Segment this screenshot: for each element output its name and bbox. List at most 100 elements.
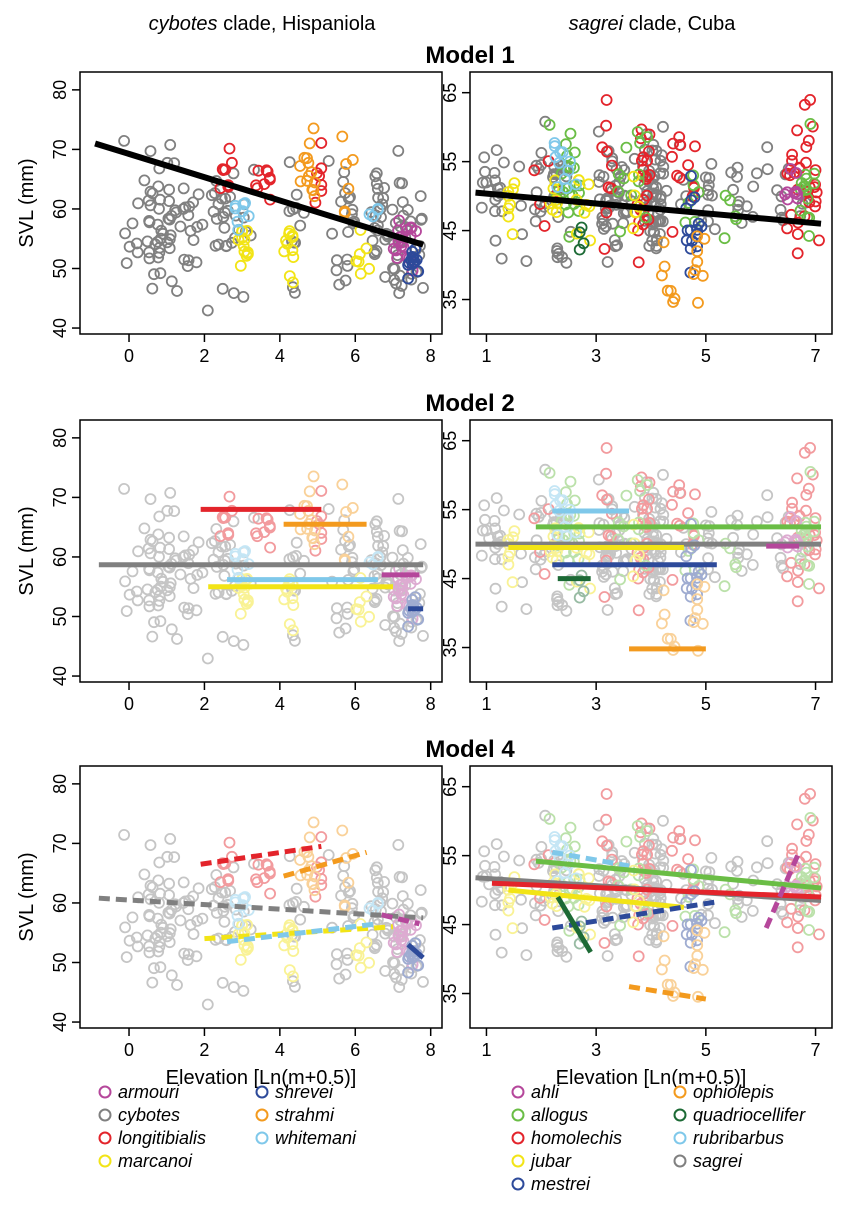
point-ophiolepis [657, 930, 670, 943]
point-allogus [631, 474, 644, 486]
y-tick-label: 45 [440, 221, 460, 241]
point-sagrei [779, 862, 792, 875]
point-sagrei [489, 899, 501, 912]
point-cybotes [169, 204, 182, 217]
point-cybotes [341, 954, 354, 966]
point-marcanoi [352, 949, 365, 962]
point-cybotes [410, 591, 422, 604]
x-tick-label: 4 [275, 346, 285, 366]
point-jubar [627, 570, 640, 583]
point-homolechis [808, 529, 821, 541]
point-shrevei [407, 256, 420, 268]
point-cybotes [368, 942, 381, 955]
point-sagrei [646, 234, 658, 247]
point-sagrei [592, 473, 605, 486]
point-cybotes [393, 635, 406, 647]
legend-label: jubar [528, 1151, 572, 1171]
point-cybotes [192, 188, 205, 201]
point-ahli [781, 186, 794, 199]
point-cybotes [396, 582, 409, 595]
point-sagrei [609, 588, 622, 601]
point-cybotes [190, 950, 203, 963]
fit-line-quadriocellifer [555, 895, 593, 954]
point-armouri [397, 935, 410, 947]
point-cybotes [388, 968, 401, 980]
point-sagrei [650, 936, 663, 949]
point-cybotes [370, 871, 383, 884]
point-homolechis [673, 825, 686, 837]
point-cybotes [192, 882, 205, 895]
point-cybotes [163, 242, 176, 255]
point-allogus [804, 812, 817, 824]
point-sagrei [552, 595, 565, 608]
point-ophiolepis [656, 963, 668, 976]
point-longitibialis [222, 873, 235, 885]
y-tick-label: 65 [440, 777, 460, 797]
point-cybotes [190, 604, 203, 617]
series-mestrei [680, 864, 708, 973]
x-tick-label: 6 [350, 346, 360, 366]
point-sagrei [702, 909, 714, 922]
point-cybotes [126, 911, 139, 924]
point-marcanoi [286, 592, 299, 605]
point-cybotes [118, 134, 130, 147]
point-cybotes [290, 882, 303, 895]
point-cybotes [164, 577, 177, 590]
point-allogus [799, 180, 811, 193]
point-cybotes [152, 599, 165, 612]
point-ophiolepis [687, 962, 700, 974]
point-homolechis [806, 468, 819, 481]
point-mestrei [684, 590, 697, 603]
point-sagrei [520, 949, 533, 961]
point-cybotes [171, 979, 183, 991]
point-cybotes [248, 511, 260, 524]
point-jubar [504, 892, 516, 905]
point-shrevei [402, 272, 415, 285]
point-cybotes [151, 583, 164, 596]
point-sagrei [515, 893, 527, 906]
point-allogus [563, 230, 576, 243]
point-marcanoi [241, 594, 254, 607]
point-homolechis [596, 489, 609, 502]
point-allogus [679, 910, 692, 923]
point-marcanoi [278, 593, 291, 606]
legend-item-marcanoi: marcanoi [98, 1151, 193, 1171]
point-quadriocellifer [573, 591, 586, 604]
series-ahli [779, 163, 804, 206]
point-cybotes [377, 192, 390, 205]
point-cybotes [161, 850, 174, 863]
point-homolechis [666, 920, 679, 932]
x-tick-label: 8 [426, 1040, 436, 1060]
point-allogus [564, 127, 577, 140]
point-shrevei [409, 591, 422, 603]
point-sagrei [547, 865, 559, 878]
point-homolechis [689, 834, 701, 847]
point-cybotes [405, 621, 418, 634]
point-cybotes [366, 928, 379, 941]
x-tick-label: 3 [591, 694, 601, 714]
point-strahmi [307, 878, 320, 891]
point-sagrei [529, 563, 542, 576]
point-cybotes [155, 572, 168, 585]
row-title-model-1: Model 1 [425, 42, 514, 69]
point-shrevei [412, 613, 425, 626]
point-longitibialis [258, 526, 271, 538]
point-cybotes [154, 232, 167, 245]
point-sagrei [647, 574, 660, 586]
legend-label: cybotes [118, 1105, 180, 1125]
point-cybotes [377, 886, 390, 898]
point-cybotes [146, 282, 159, 295]
series-quadriocellifer [573, 221, 590, 256]
x-tick-label: 2 [199, 1040, 209, 1060]
point-strahmi [307, 532, 320, 545]
point-cybotes [182, 948, 195, 961]
point-cybotes [138, 174, 151, 187]
point-cybotes [224, 539, 237, 551]
point-ophiolepis [691, 924, 703, 937]
point-sagrei [608, 582, 621, 594]
plot-area [475, 94, 825, 309]
point-cybotes [396, 890, 409, 902]
point-cybotes [146, 881, 159, 894]
y-tick-label: 80 [50, 80, 70, 100]
series-cybotes [118, 829, 429, 1011]
